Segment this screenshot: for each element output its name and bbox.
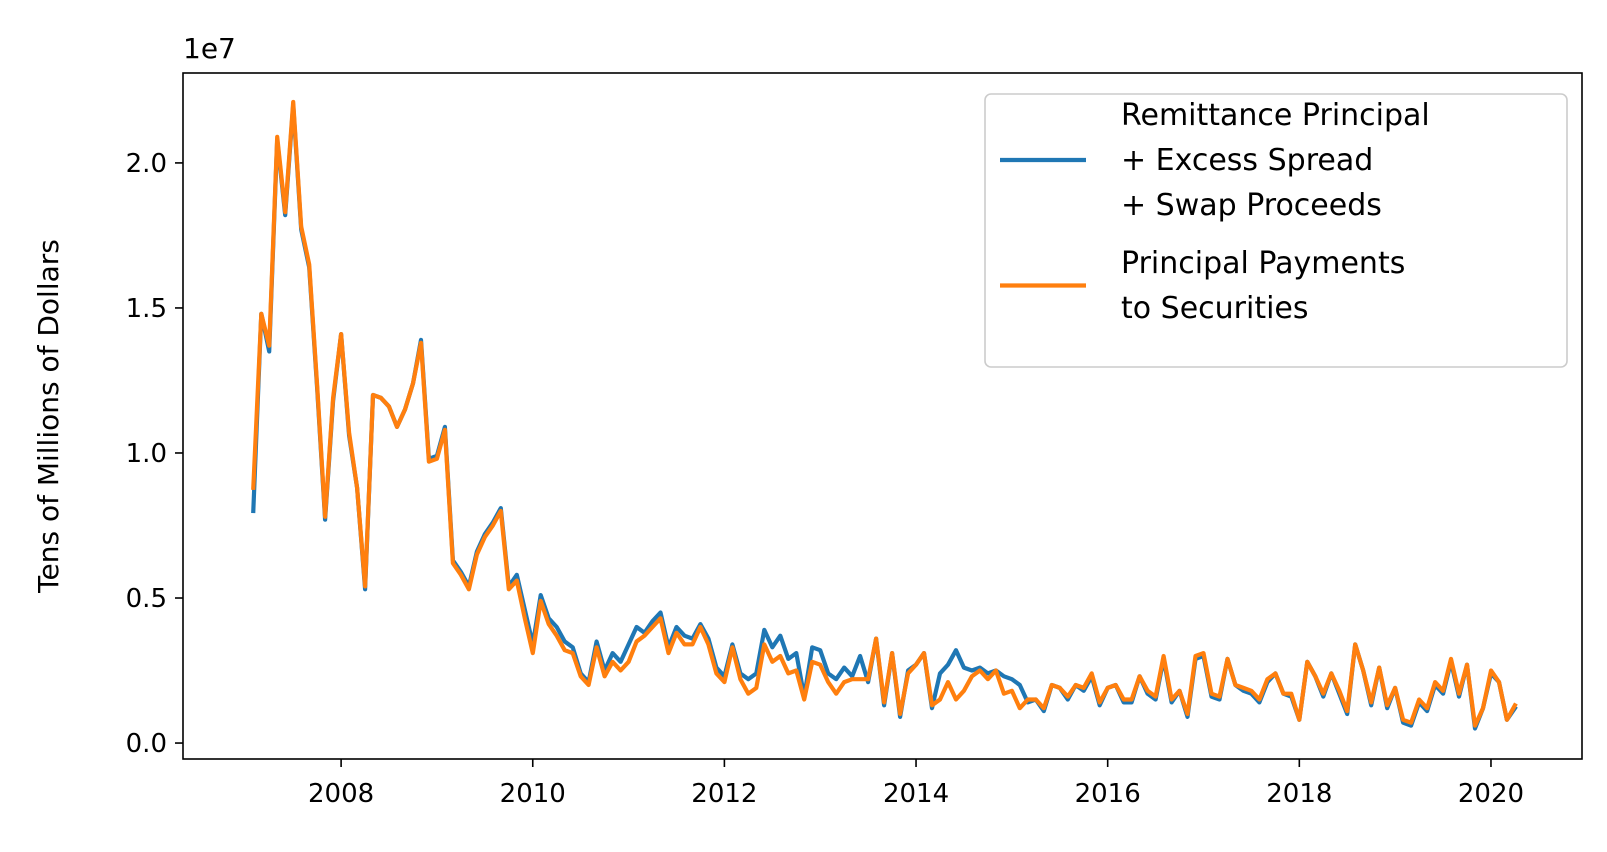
x-tick-label: 2020 xyxy=(1458,779,1524,809)
y-tick-label: 0.0 xyxy=(126,729,167,759)
x-tick-label: 2010 xyxy=(500,779,566,809)
x-axis: 2008 2010 2012 2014 2016 2018 2020 xyxy=(308,759,1524,809)
x-tick-label: 2018 xyxy=(1266,779,1332,809)
y-offset-text: 1e7 xyxy=(183,32,236,65)
y-tick-label: 0.5 xyxy=(126,584,167,614)
series-line-2 xyxy=(251,99,1518,728)
y-tick-label: 1.5 xyxy=(126,294,167,324)
x-tick-label: 2016 xyxy=(1075,779,1141,809)
legend-frame xyxy=(984,93,1568,368)
y-axis: 0.0 0.5 1.0 1.5 2.0 xyxy=(126,149,183,759)
y-tick-label: 2.0 xyxy=(126,149,167,179)
y-tick-label: 1.0 xyxy=(126,439,167,469)
plot-lines xyxy=(251,99,1518,731)
y-axis-label: Tens of Millions of Dollars xyxy=(32,239,65,594)
x-tick-label: 2014 xyxy=(883,779,949,809)
legend-entries: Remittance Principal + Excess Spread + Swa… xyxy=(1000,98,1430,326)
x-tick-label: 2012 xyxy=(691,779,757,809)
legend-label-2: Principal Payments to Securities xyxy=(1121,246,1405,326)
legend-label-1: Remittance Principal + Excess Spread + Swa… xyxy=(1121,98,1430,223)
x-tick-label: 2008 xyxy=(308,779,374,809)
legend: Remittance Principal + Excess Spread + Swa… xyxy=(984,93,1568,368)
plot-frame xyxy=(182,72,1583,760)
